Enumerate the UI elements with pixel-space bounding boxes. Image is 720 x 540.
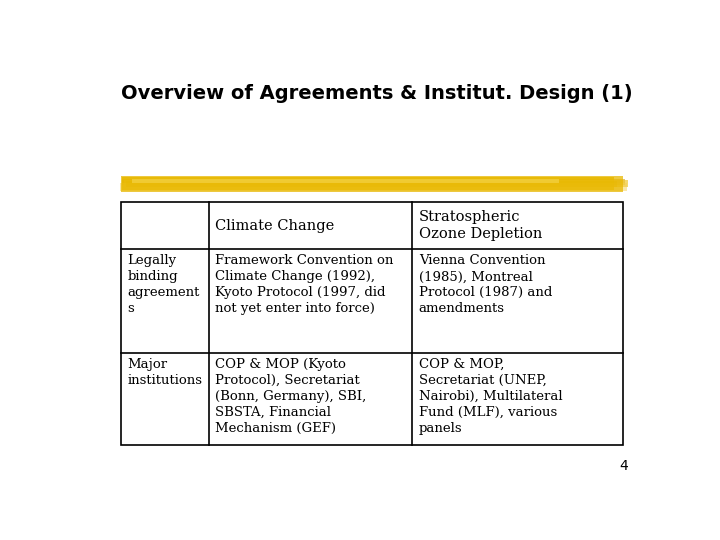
Text: Legally
binding
agreement
s: Legally binding agreement s [127, 254, 199, 315]
Bar [122, 177, 614, 190]
Text: Overview of Agreements & Institut. Design (1): Overview of Agreements & Institut. Desig… [121, 84, 632, 103]
Text: Vienna Convention
(1985), Montreal
Protocol (1987) and
amendments: Vienna Convention (1985), Montreal Proto… [418, 254, 552, 315]
Bar [126, 181, 617, 187]
Text: Major
institutions: Major institutions [127, 358, 202, 387]
Text: 4: 4 [620, 459, 629, 473]
Bar [120, 183, 626, 191]
Text: Framework Convention on
Climate Change (1992),
Kyoto Protocol (1997, did
not yet: Framework Convention on Climate Change (… [215, 254, 394, 315]
Text: Stratospheric
Ozone Depletion: Stratospheric Ozone Depletion [418, 210, 542, 241]
Bar [121, 176, 623, 192]
Bar [121, 202, 623, 446]
Text: Climate Change: Climate Change [215, 219, 335, 233]
Bar [124, 180, 628, 187]
Bar [132, 179, 559, 183]
Bar [122, 179, 625, 185]
Text: COP & MOP,
Secretariat (UNEP,
Nairobi), Multilateral
Fund (MLF), various
panels: COP & MOP, Secretariat (UNEP, Nairobi), … [418, 358, 562, 435]
Text: COP & MOP (Kyoto
Protocol), Secretariat
(Bonn, Germany), SBI,
SBSTA, Financial
M: COP & MOP (Kyoto Protocol), Secretariat … [215, 358, 366, 435]
